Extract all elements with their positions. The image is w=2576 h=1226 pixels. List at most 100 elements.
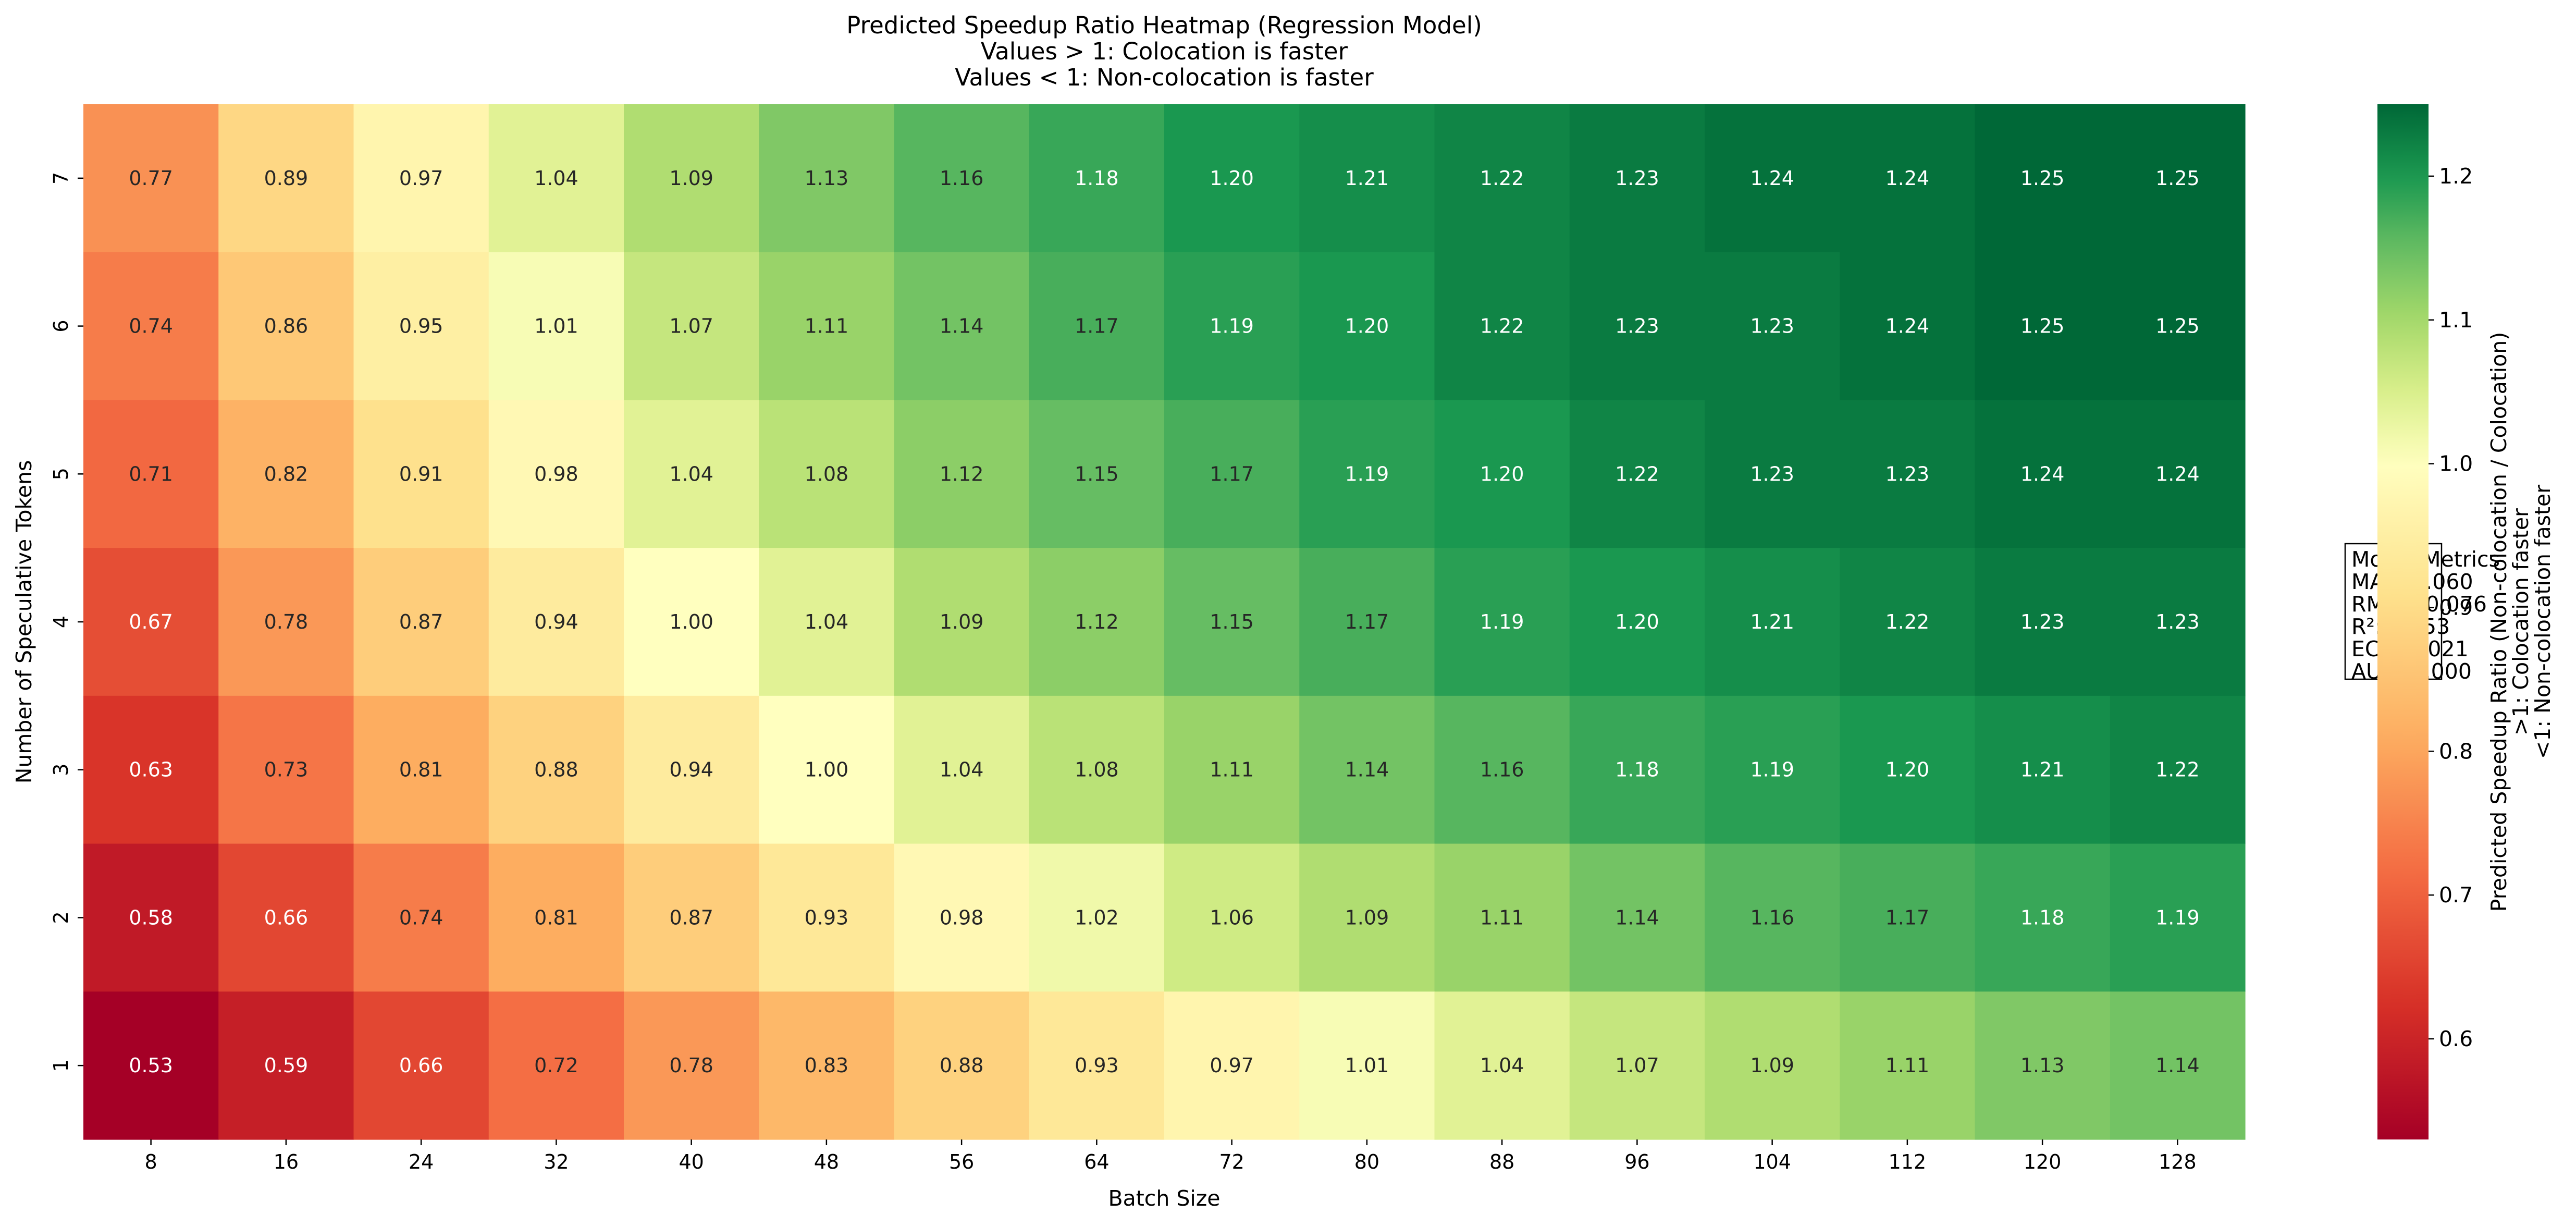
y-tick-label: 5 <box>50 468 72 480</box>
cell-value-label: 1.21 <box>2020 758 2065 781</box>
cell-value-label: 1.14 <box>1345 758 1389 781</box>
heatmap-cell <box>1434 400 1570 548</box>
cell-value-label: 0.74 <box>399 906 443 929</box>
cell-value-label: 1.24 <box>1885 167 1930 190</box>
cell-value-label: 0.88 <box>940 1054 984 1077</box>
heatmap-cell <box>1975 843 2111 992</box>
heatmap-cell <box>1029 843 1165 992</box>
cell-value-label: 1.17 <box>1210 462 1254 485</box>
cell-value-label: 0.98 <box>940 906 984 929</box>
heatmap-cell <box>353 252 489 401</box>
heatmap-cell <box>83 252 219 401</box>
heatmap-cell <box>759 548 895 696</box>
heatmap-cell <box>1299 400 1435 548</box>
cell-value-label: 1.17 <box>1885 906 1930 929</box>
cell-value-label: 1.25 <box>2020 315 2065 338</box>
heatmap-cell <box>1975 252 2111 401</box>
cell-value-label: 1.04 <box>940 758 984 781</box>
cell-value-label: 0.93 <box>805 906 849 929</box>
heatmap-cell <box>1840 548 1976 696</box>
heatmap-cell <box>1029 400 1165 548</box>
cell-value-label: 1.01 <box>1345 1054 1389 1077</box>
colorbar-gradient <box>2377 104 2429 1139</box>
cell-value-label: 0.66 <box>264 906 309 929</box>
heatmap-cell <box>1569 695 1705 844</box>
x-tick-label: 104 <box>1753 1150 1791 1173</box>
colorbar-tick-label: 0.9 <box>2439 595 2473 620</box>
heatmap-cell <box>1705 991 1840 1140</box>
cell-value-label: 0.77 <box>129 167 173 190</box>
cell-value-label: 1.08 <box>805 462 849 485</box>
cell-value-label: 1.22 <box>2155 758 2200 781</box>
heatmap-cell <box>759 991 895 1140</box>
heatmap-cell <box>1569 843 1705 992</box>
cell-value-label: 0.97 <box>1210 1054 1254 1077</box>
cell-value-label: 1.18 <box>2020 906 2065 929</box>
heatmap-cell <box>218 548 354 696</box>
cell-value-label: 1.24 <box>2020 462 2065 485</box>
cell-value-label: 1.16 <box>1480 758 1524 781</box>
cell-value-label: 1.20 <box>1345 315 1389 338</box>
x-tick-label: 8 <box>145 1150 157 1173</box>
chart-title-line: Values < 1: Non-colocation is faster <box>955 64 1374 91</box>
heatmap-cell <box>759 400 895 548</box>
cell-value-label: 1.15 <box>1210 610 1254 633</box>
heatmap-cell <box>1164 548 1300 696</box>
heatmap-cell <box>2110 991 2246 1140</box>
heatmap-cell <box>218 252 354 401</box>
heatmap-cell <box>218 104 354 253</box>
heatmap-cell <box>894 843 1030 992</box>
heatmap-cell <box>488 843 624 992</box>
heatmap-cell <box>894 695 1030 844</box>
heatmap-cell <box>624 400 759 548</box>
cell-value-label: 1.25 <box>2020 167 2065 190</box>
colorbar-tick-label: 1.2 <box>2439 164 2473 189</box>
y-tick-label: 3 <box>50 764 72 776</box>
heatmap-cell <box>83 695 219 844</box>
cell-value-label: 1.19 <box>1750 758 1794 781</box>
heatmap-cell <box>894 252 1030 401</box>
cell-value-label: 0.63 <box>129 758 173 781</box>
cell-value-label: 0.59 <box>264 1054 309 1077</box>
heatmap-cell <box>1299 104 1435 253</box>
heatmap-cell <box>353 843 489 992</box>
cell-value-label: 1.04 <box>669 462 713 485</box>
cell-value-label: 1.17 <box>1075 315 1119 338</box>
chart-title: Predicted Speedup Ratio Heatmap (Regress… <box>846 11 1482 91</box>
cell-value-label: 1.25 <box>2155 167 2200 190</box>
heatmap-cell <box>2110 400 2246 548</box>
heatmap-cell <box>1164 104 1300 253</box>
heatmap-cell <box>624 695 759 844</box>
cell-value-label: 1.24 <box>1750 167 1794 190</box>
cell-value-label: 0.72 <box>534 1054 578 1077</box>
heatmap-cell <box>218 991 354 1140</box>
x-tick-label: 32 <box>544 1150 569 1173</box>
cell-value-label: 1.09 <box>1750 1054 1794 1077</box>
cell-value-label: 1.00 <box>669 610 713 633</box>
heatmap-cell <box>353 400 489 548</box>
heatmap-cell <box>218 695 354 844</box>
heatmap-cell <box>2110 104 2246 253</box>
heatmap-cell <box>1705 104 1840 253</box>
cell-value-label: 0.91 <box>399 462 443 485</box>
heatmap-cell <box>624 991 759 1140</box>
heatmap-cell <box>353 548 489 696</box>
cell-value-label: 1.07 <box>1615 1054 1659 1077</box>
heatmap-cell <box>218 843 354 992</box>
heatmap-cell <box>1975 400 2111 548</box>
heatmap-cell <box>1840 695 1976 844</box>
x-tick-label: 120 <box>2024 1150 2062 1173</box>
colorbar-tick-label: 0.7 <box>2439 882 2473 908</box>
cell-value-label: 0.87 <box>399 610 443 633</box>
heatmap-cell <box>1434 843 1570 992</box>
cell-value-label: 1.20 <box>1480 462 1524 485</box>
heatmap-cell <box>1705 843 1840 992</box>
heatmap-cell <box>488 991 624 1140</box>
cell-value-label: 0.87 <box>669 906 713 929</box>
cell-value-label: 1.22 <box>1615 462 1659 485</box>
cell-value-label: 0.88 <box>534 758 578 781</box>
cell-value-label: 0.73 <box>264 758 309 781</box>
cell-value-label: 1.24 <box>1885 315 1930 338</box>
heatmap-cell <box>624 548 759 696</box>
heatmap-cell <box>894 400 1030 548</box>
